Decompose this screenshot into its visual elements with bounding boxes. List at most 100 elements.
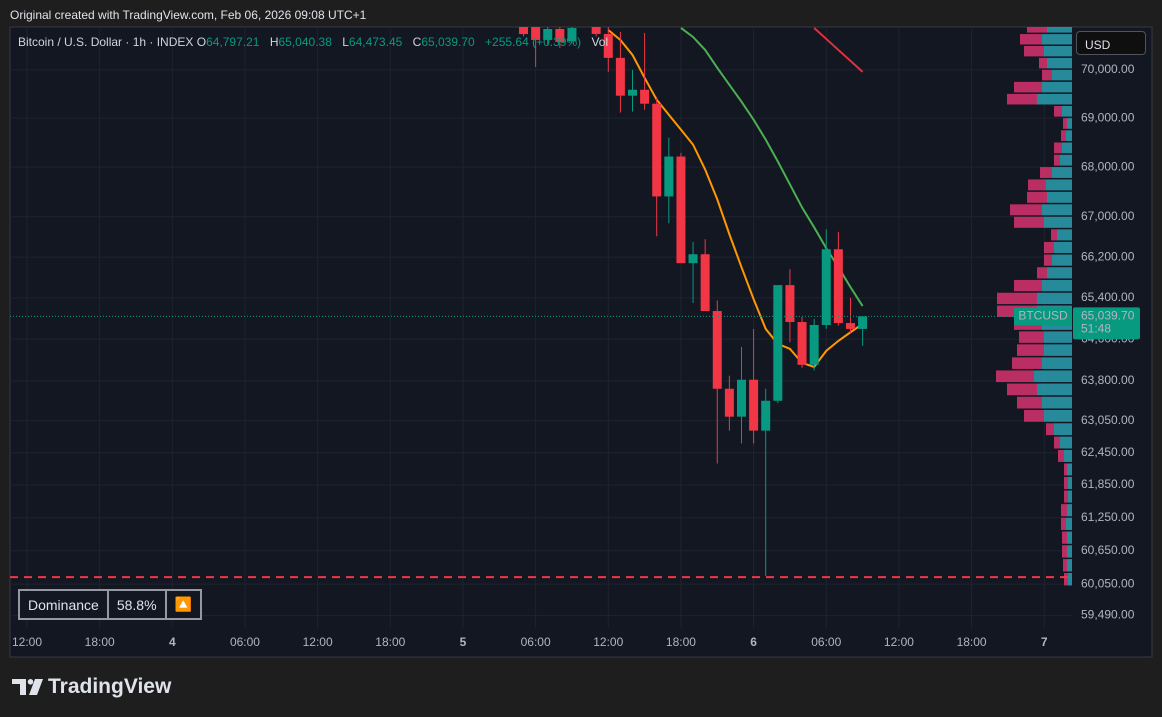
- y-tick-label: 69,000.00: [1081, 110, 1135, 124]
- profile-down: [1061, 130, 1066, 142]
- y-tick-label: 63,050.00: [1081, 413, 1135, 427]
- symbol-tag: [1014, 307, 1072, 326]
- profile-down: [1058, 450, 1064, 462]
- profile-up: [1067, 559, 1072, 572]
- x-tick-label: 12:00: [884, 635, 914, 649]
- logo-mark: [12, 679, 43, 695]
- y-tick-label: 66,200.00: [1081, 249, 1135, 263]
- profile-up: [1062, 105, 1072, 117]
- profile-down: [1037, 267, 1047, 279]
- profile-up: [1042, 396, 1072, 409]
- candle-body: [591, 27, 601, 34]
- x-tick-label: 06:00: [230, 635, 260, 649]
- profile-down: [1051, 229, 1057, 241]
- profile-down: [1040, 167, 1052, 178]
- ohlc-key: C: [412, 35, 422, 49]
- profile-down: [1024, 409, 1044, 422]
- profile-down: [1014, 81, 1042, 93]
- dominance-value: 58.8%: [106, 589, 167, 620]
- profile-down: [1061, 517, 1066, 530]
- change: +255.64 (+0.39%): [485, 35, 582, 49]
- profile-down: [1024, 45, 1044, 57]
- profile-up: [1057, 229, 1072, 241]
- profile-up: [1052, 69, 1072, 81]
- profile-down: [1014, 216, 1044, 228]
- candle-body: [724, 388, 734, 417]
- countdown-text: 51:48: [1081, 322, 1111, 336]
- candle-body: [809, 325, 819, 365]
- profile-down: [1028, 179, 1046, 191]
- profile-down: [1019, 331, 1044, 343]
- profile-up: [1047, 267, 1072, 279]
- profile-up: [1054, 241, 1072, 254]
- candle-body: [676, 156, 686, 264]
- profile-down: [1042, 69, 1052, 81]
- candle-body: [519, 27, 529, 35]
- x-tick-label: 06:00: [521, 635, 551, 649]
- candle-body: [845, 323, 855, 329]
- x-tick-label: 12:00: [593, 635, 623, 649]
- caption: Original created with TradingView.com, F…: [10, 8, 367, 22]
- profile-up: [1064, 450, 1072, 462]
- y-tick-label: 70,000.00: [1081, 62, 1135, 76]
- profile-down: [1012, 357, 1042, 369]
- profile-down: [1020, 34, 1042, 45]
- candle-body: [761, 400, 771, 431]
- ohlc-key: O: [196, 35, 207, 49]
- ohlc-value: 65,040.38: [278, 35, 332, 49]
- ohlc-key: H: [269, 35, 279, 49]
- profile-up: [1046, 179, 1072, 191]
- price-tag-text: 65,039.70: [1081, 309, 1135, 323]
- y-tick-label: 61,850.00: [1081, 477, 1135, 491]
- profile-up: [1067, 504, 1072, 517]
- candle-body: [858, 316, 868, 329]
- profile-down: [1064, 572, 1068, 586]
- profile-down: [1064, 463, 1067, 476]
- profile-down: [1064, 476, 1068, 490]
- candle-body: [773, 285, 783, 401]
- candle-body: [567, 27, 577, 42]
- x-tick-label: 4: [169, 635, 176, 649]
- profile-up: [1066, 517, 1072, 530]
- candle-body: [603, 33, 613, 58]
- axes: 70,000.00 69,000.00 68,000.00 67,000.00 66,2…: [10, 62, 1140, 649]
- profile-down: [1017, 344, 1044, 356]
- x-tick-label: 6: [750, 635, 757, 649]
- x-tick-label: 18:00: [85, 635, 115, 649]
- y-tick-label: 60,650.00: [1081, 543, 1135, 557]
- candle-body: [785, 285, 795, 323]
- dominance-label: Dominance: [18, 589, 109, 620]
- profile-down: [1039, 57, 1047, 69]
- profile-up: [1037, 292, 1072, 305]
- profile-down: [1027, 191, 1047, 203]
- candle-body: [531, 27, 541, 40]
- y-tick-label: 63,800.00: [1081, 373, 1135, 387]
- profile-up: [1042, 279, 1072, 292]
- profile-down: [1064, 490, 1068, 503]
- x-tick-label: 12:00: [303, 635, 333, 649]
- profile-down: [1044, 254, 1052, 266]
- x-tick-label: 18:00: [375, 635, 405, 649]
- candle-body: [543, 28, 553, 40]
- y-tick-label: 62,450.00: [1081, 445, 1135, 459]
- symbol: Bitcoin / U.S. Dollar · 1h · INDEX: [18, 35, 194, 49]
- profile-up: [1068, 490, 1072, 503]
- candle-body: [652, 103, 662, 197]
- ohlc-value: 64,797.21: [206, 35, 260, 49]
- profile-down: [1007, 383, 1037, 396]
- profile-up: [1034, 370, 1072, 383]
- profile-down: [1044, 241, 1054, 254]
- volume-label: Vol: [591, 35, 609, 49]
- candle-body: [797, 322, 807, 365]
- profile-down: [1010, 204, 1042, 216]
- brand: TradingView: [48, 675, 172, 698]
- candle-body: [615, 57, 625, 96]
- candle-body: [580, 15, 589, 24]
- profile-down: [1063, 118, 1067, 129]
- candle-body: [628, 89, 637, 96]
- ma-line: [680, 27, 864, 307]
- currency-button[interactable]: USD: [1076, 31, 1146, 55]
- profile-up: [1067, 118, 1072, 129]
- profile-up: [1044, 331, 1072, 343]
